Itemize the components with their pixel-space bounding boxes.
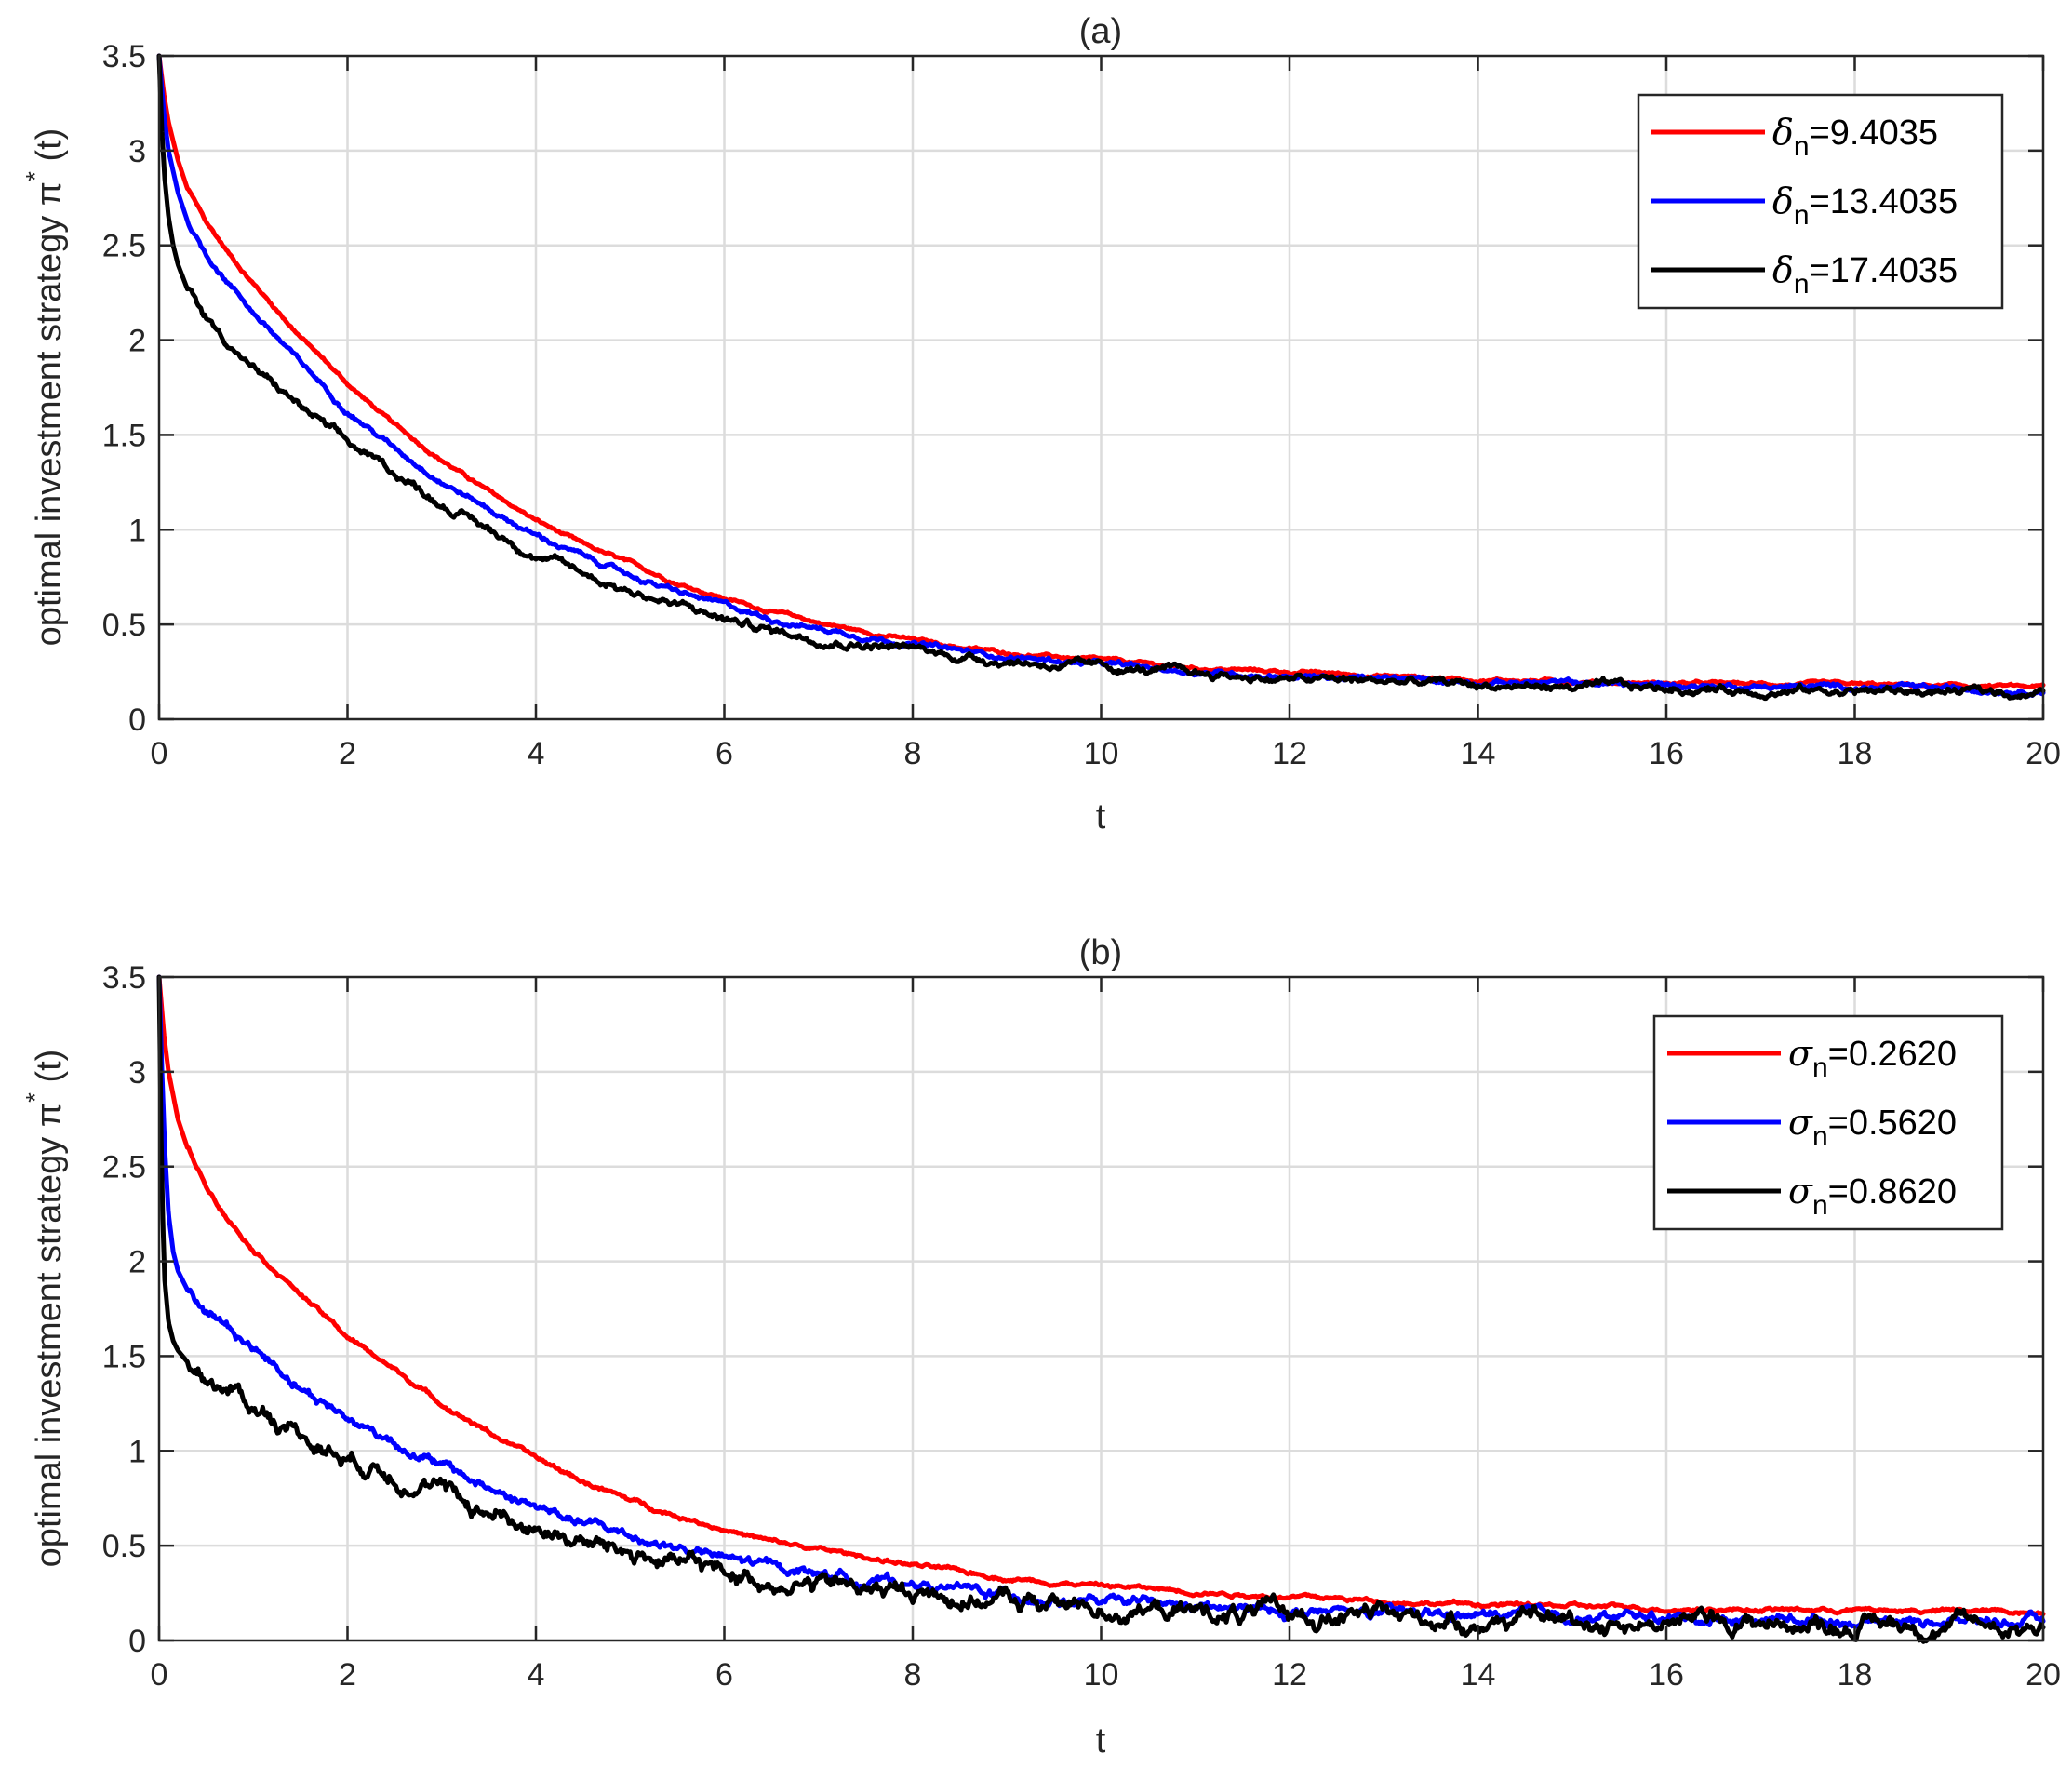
series-line	[156, 974, 2046, 1644]
y-axis-label-main: optimal investment strategy π	[30, 181, 69, 646]
series-line	[156, 53, 2046, 702]
x-tick-label: 6	[715, 736, 733, 771]
legend-label: σn=0.8620	[1788, 1171, 1957, 1221]
y-axis-label: optimal investment strategy π* (t)	[20, 128, 69, 647]
x-tick-label: 16	[1649, 736, 1684, 771]
y-tick-label: 3.5	[102, 39, 146, 74]
grid-lines	[159, 977, 2043, 1640]
y-tick-label: 1	[128, 513, 146, 548]
panel-title: (a)	[1079, 12, 1122, 51]
x-tick-label: 4	[528, 1657, 545, 1693]
x-tick-labels: 0 2 4 6 8 10 12 14 16 18 20	[151, 1657, 2061, 1693]
y-axis-label-suffix: (t)	[30, 128, 69, 171]
y-tick-label: 1.5	[102, 418, 146, 453]
y-tick-label: 0.5	[102, 608, 146, 643]
chart-panel-a: 0 2 4 6 8 10 12 14 16 18 20 0 0.5 1 1.5 2 2.5 3 3.5 (a) t…	[20, 12, 2061, 837]
panel-title: (b)	[1079, 933, 1122, 972]
x-tick-label: 2	[339, 736, 356, 771]
x-tick-label: 14	[1461, 1657, 1496, 1693]
legend-entry: δn=13.4035	[1651, 181, 1958, 231]
y-axis-label-superscript: *	[20, 1092, 49, 1103]
x-tick-label: 14	[1461, 736, 1496, 771]
x-tick-label: 18	[1838, 736, 1873, 771]
y-axis-label-main: optimal investment strategy π	[30, 1103, 69, 1567]
chart-panel-b: 0 2 4 6 8 10 12 14 16 18 20 0 0.5 1 1.5 2 2.5 3 3.5 (b) t…	[20, 933, 2061, 1760]
x-tick-label: 20	[2025, 1657, 2061, 1693]
legend-label: σn=0.2620	[1788, 1033, 1957, 1083]
x-tick-label: 10	[1084, 1657, 1119, 1693]
x-tick-label: 16	[1649, 1657, 1684, 1693]
y-tick-label: 0.5	[102, 1529, 146, 1564]
y-tick-label: 2	[128, 324, 146, 359]
legend-entry: δn=17.4035	[1651, 249, 1958, 300]
legend-entry: σn=0.8620	[1667, 1171, 1957, 1221]
legend-label: δn=9.4035	[1772, 112, 1938, 162]
y-tick-labels: 0 0.5 1 1.5 2 2.5 3 3.5	[102, 39, 146, 738]
series-lines	[156, 53, 2046, 702]
y-tick-labels: 0 0.5 1 1.5 2 2.5 3 3.5	[102, 960, 146, 1659]
y-tick-label: 3.5	[102, 960, 146, 996]
x-tick-label: 10	[1084, 736, 1119, 771]
y-tick-label: 2.5	[102, 1150, 146, 1185]
x-tick-label: 12	[1272, 736, 1307, 771]
legend-label: σn=0.5620	[1788, 1102, 1957, 1152]
y-tick-label: 3	[128, 1055, 146, 1091]
legend-entry: δn=9.4035	[1651, 112, 1938, 162]
y-axis-label-suffix: (t)	[30, 1050, 69, 1092]
y-axis-label: optimal investment strategy π* (t)	[20, 1050, 69, 1568]
x-tick-label: 4	[528, 736, 545, 771]
y-tick-label: 2	[128, 1245, 146, 1280]
x-tick-label: 8	[904, 736, 922, 771]
x-tick-label: 0	[151, 1657, 168, 1693]
legend: δn=9.4035 δn=13.4035 δn=17.4035	[1637, 93, 2004, 310]
x-tick-label: 20	[2025, 736, 2061, 771]
x-axis-label: t	[1096, 1721, 1106, 1760]
grid-lines	[159, 56, 2043, 719]
x-tick-label: 8	[904, 1657, 922, 1693]
y-tick-label: 1.5	[102, 1339, 146, 1374]
x-axis-label: t	[1096, 797, 1106, 837]
x-tick-label: 2	[339, 1657, 356, 1693]
y-tick-label: 3	[128, 134, 146, 169]
legend: σn=0.2620 σn=0.5620 σn=0.8620	[1652, 1014, 2004, 1231]
series-lines	[156, 974, 2046, 1644]
y-tick-label: 0	[128, 1624, 146, 1659]
x-tick-label: 6	[715, 1657, 733, 1693]
tick-marks	[157, 54, 2045, 721]
y-tick-label: 1	[128, 1434, 146, 1469]
series-line	[156, 53, 2046, 690]
tick-marks	[157, 975, 2045, 1642]
x-tick-label: 18	[1838, 1657, 1873, 1693]
y-tick-label: 0	[128, 703, 146, 738]
x-tick-label: 12	[1272, 1657, 1307, 1693]
x-tick-label: 0	[151, 736, 168, 771]
x-tick-labels: 0 2 4 6 8 10 12 14 16 18 20	[151, 736, 2061, 771]
legend-label: δn=17.4035	[1772, 249, 1958, 300]
legend-label: δn=13.4035	[1772, 181, 1958, 231]
y-tick-label: 2.5	[102, 229, 146, 264]
series-line	[156, 974, 2046, 1617]
y-axis-label-superscript: *	[20, 171, 49, 181]
legend-entry: σn=0.5620	[1667, 1102, 1957, 1152]
legend-entry: σn=0.2620	[1667, 1033, 1957, 1083]
